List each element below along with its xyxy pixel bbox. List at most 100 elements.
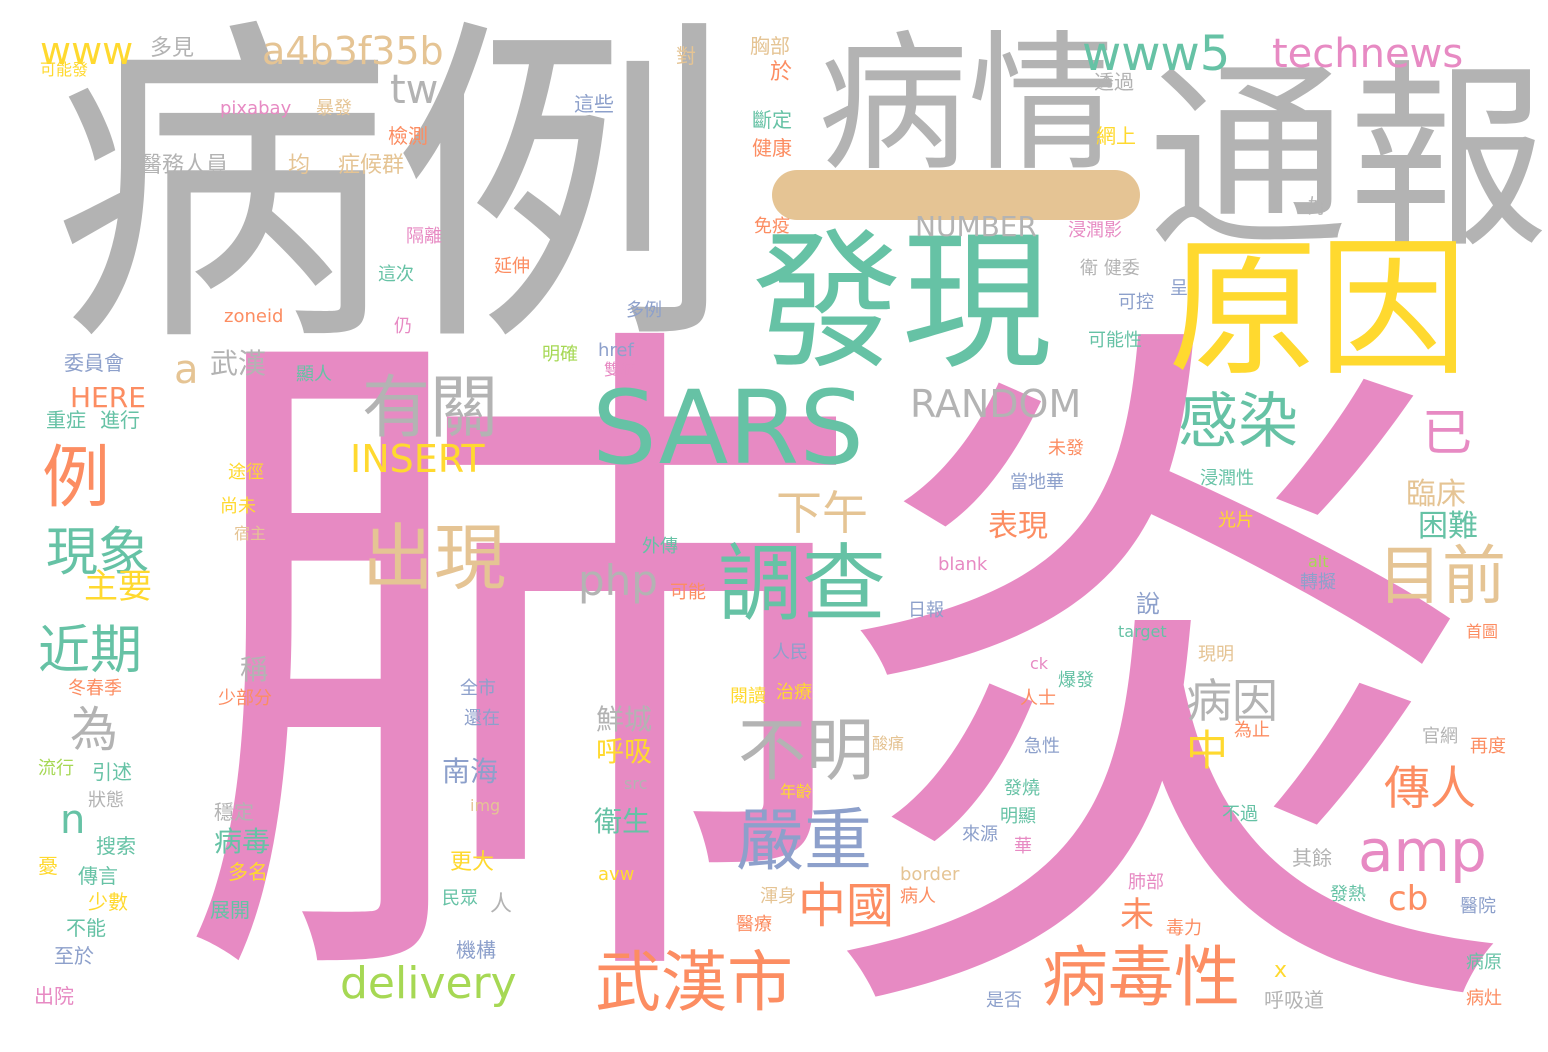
cloud-word: 病情: [818, 30, 1118, 180]
cloud-word: 仍: [394, 318, 412, 336]
cloud-word: 暴發: [316, 100, 352, 118]
cloud-word: 病原: [1466, 954, 1502, 972]
cloud-word: 出現: [362, 522, 506, 594]
cloud-word: 民眾: [442, 890, 478, 908]
cloud-word: 官網: [1422, 728, 1458, 746]
cloud-word: SARS: [592, 378, 864, 480]
cloud-word: 明顯: [1000, 808, 1036, 826]
cloud-word: 醫院: [1460, 898, 1496, 916]
cloud-word: 浸潤性: [1200, 470, 1254, 488]
cloud-word: 這次: [378, 266, 414, 284]
cloud-word: 病灶: [1466, 990, 1502, 1008]
cloud-word: 可能發: [40, 62, 88, 78]
cloud-word: 困難: [1418, 512, 1478, 542]
cloud-word: 武漢市: [595, 950, 793, 1016]
cloud-word: 來源: [962, 826, 998, 844]
cloud-word: 重症: [46, 410, 86, 430]
cloud-word: 爆發: [1058, 672, 1094, 690]
cloud-word: 延伸: [494, 258, 530, 276]
cloud-word: 隔離: [406, 228, 442, 246]
cloud-word: 發現: [752, 228, 1052, 378]
cloud-word: tw: [390, 70, 438, 110]
cloud-word: 其餘: [1292, 848, 1332, 868]
cloud-word: 當地華: [1010, 474, 1064, 492]
cloud-word: 人: [490, 894, 512, 916]
cloud-word: 光片: [1218, 512, 1254, 530]
cloud-word: 少部分: [218, 690, 272, 708]
cloud-word: php: [578, 560, 658, 602]
cloud-word: a4b3f35b: [262, 32, 444, 70]
cloud-word: 表現: [988, 512, 1048, 542]
cloud-word: 主要: [84, 570, 152, 604]
cloud-word: 感染: [1178, 392, 1298, 452]
cloud-word: 人民: [772, 644, 808, 662]
cloud-word: delivery: [340, 962, 517, 1006]
cloud-word: 武漢: [210, 350, 266, 378]
cloud-word: 對: [676, 46, 696, 66]
cloud-word: 少數: [88, 892, 128, 912]
cloud-word: x: [1274, 960, 1287, 982]
cloud-word: 症候群: [338, 155, 404, 177]
cloud-word: 有關: [362, 375, 498, 443]
cloud-word: 病毒性: [1042, 945, 1240, 1011]
cloud-word: 胸部: [750, 36, 790, 56]
cloud-word: 這些: [574, 94, 614, 114]
cloud-word: 呈: [1170, 280, 1188, 298]
cloud-word: 首圖: [1466, 624, 1498, 640]
cloud-word: 是否: [986, 992, 1022, 1010]
cloud-word: 中國: [798, 882, 894, 930]
cloud-word: 中: [1186, 730, 1228, 772]
cloud-word: NUMBER: [915, 213, 1037, 241]
cloud-word: n: [60, 800, 85, 840]
cloud-word: 未發: [1048, 440, 1084, 458]
cloud-word: 至於: [54, 946, 94, 966]
cloud-word: 更大: [450, 852, 494, 874]
cloud-word: 狀態: [88, 792, 124, 810]
cloud-word: 日報: [908, 602, 944, 620]
cloud-word: 臨床: [1406, 480, 1466, 510]
cloud-word: INSERT: [350, 440, 485, 478]
cloud-word: src: [624, 776, 647, 792]
cloud-word: 原因: [1168, 235, 1468, 385]
cloud-word: 搜索: [96, 836, 136, 856]
cloud-word: 渾身: [760, 888, 796, 906]
cloud-word: 多見: [150, 38, 194, 60]
cloud-word: 明確: [542, 346, 578, 364]
cloud-word: 出院: [34, 986, 74, 1006]
cloud-word: 人士: [1020, 690, 1056, 708]
cloud-word: 宿主: [234, 526, 266, 542]
cloud-word: 免疫: [754, 218, 790, 236]
cloud-word: ck: [1030, 656, 1048, 672]
cloud-word: 毒力: [1166, 920, 1202, 938]
cloud-word: 可能性: [1088, 332, 1142, 350]
cloud-word: 外傳: [642, 538, 678, 556]
cloud-word: 網上: [1096, 126, 1136, 146]
cloud-word: 發燒: [1004, 780, 1040, 798]
cloud-word: 近期: [38, 625, 142, 677]
cloud-word: 例: [42, 445, 110, 513]
cloud-word: 再度: [1470, 738, 1506, 756]
cloud-word: 多例: [626, 302, 662, 320]
cloud-word: 目前: [1378, 545, 1506, 609]
cloud-word: 好: [1308, 196, 1328, 216]
cloud-word: 閱讀: [730, 688, 766, 706]
cloud-word: 不過: [1222, 806, 1258, 824]
cloud-word: 華: [1014, 838, 1032, 856]
cloud-word: 為: [70, 706, 118, 754]
cloud-word: 現明: [1198, 646, 1234, 664]
cloud-word: 為止: [1234, 722, 1270, 740]
cloud-word: zoneid: [224, 308, 283, 326]
cloud-word: 雙肺: [604, 362, 636, 378]
cloud-word: 傳人: [1384, 765, 1476, 811]
cloud-word: 已: [1422, 408, 1472, 458]
cloud-word: 發熱: [1330, 886, 1366, 904]
cloud-word: cb: [1388, 882, 1428, 916]
cloud-word: 醫務人員: [140, 155, 228, 177]
cloud-word: 病因: [1186, 678, 1278, 724]
cloud-word: 全市: [460, 680, 496, 698]
cloud-word: 急性: [1024, 738, 1060, 756]
cloud-word: 委員會: [64, 353, 124, 373]
cloud-word: alt: [1308, 554, 1329, 570]
cloud-word: 透過: [1094, 72, 1134, 92]
